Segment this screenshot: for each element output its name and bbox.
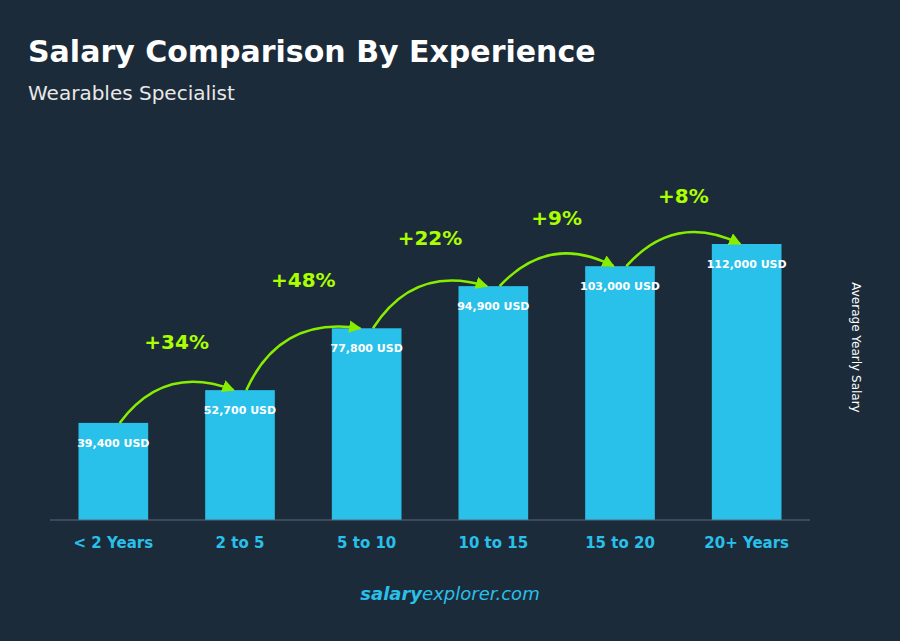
value-label: 39,400 USD [77,437,149,450]
change-label: +9% [531,206,582,230]
footer: salaryexplorer.com [360,583,539,604]
value-label: 77,800 USD [331,342,403,355]
bar [332,328,402,520]
x-tick-label: 10 to 15 [458,534,528,552]
background [0,0,900,641]
chart: Salary Comparison By Experience Wearables… [0,0,900,641]
value-label: 112,000 USD [707,258,787,271]
bar [459,286,529,520]
subtitle: Wearables Specialist [28,81,235,105]
x-tick-label: 15 to 20 [585,534,655,552]
value-label: 52,700 USD [204,404,276,417]
bars [79,244,782,520]
change-arrow [246,327,360,391]
y-axis-label: Average Yearly Salary [849,282,863,412]
value-label: 103,000 USD [580,280,660,293]
x-tick-label: 20+ Years [704,534,789,552]
value-label: 94,900 USD [457,300,529,313]
arrows [120,232,741,423]
x-tick-label: 5 to 10 [337,534,396,552]
footer-part: salary [360,583,423,604]
bar [585,266,655,520]
change-label: +8% [658,184,709,208]
bar [712,244,782,520]
x-tick-label: 2 to 5 [216,534,265,552]
change-label: +22% [398,226,463,250]
change-label: +34% [144,330,209,354]
baseline [50,520,810,521]
x-tick-label: < 2 Years [74,534,154,552]
change-label: +48% [271,268,336,292]
footer-part: explorer.com [422,583,540,604]
title: Salary Comparison By Experience [28,34,596,69]
